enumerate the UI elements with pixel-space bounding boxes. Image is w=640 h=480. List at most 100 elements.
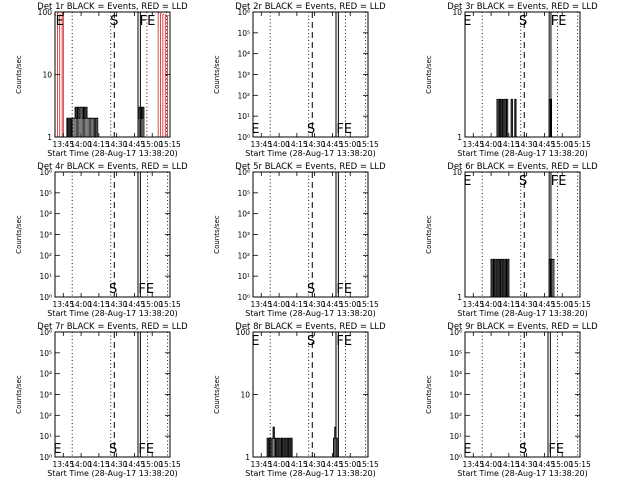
x-axis-label: Start Time (28-Aug-17 13:38:20) (457, 149, 588, 158)
event-marker-s: S (110, 14, 118, 29)
x-tick-label: 15:00 (551, 460, 573, 469)
event-marker-fe: FE (336, 334, 352, 349)
y-tick-label: 10⁵ (237, 189, 250, 198)
x-tick-label: 15:00 (339, 140, 361, 149)
panel-title: Det 3r BLACK = Events, RED = LLD (447, 2, 598, 12)
x-tick-label: 14:45 (124, 460, 146, 469)
y-tick-label: 10⁶ (39, 328, 52, 337)
y-tick-label: 10² (237, 91, 250, 100)
x-tick-label: 14:45 (534, 300, 556, 309)
event-marker-s: S (519, 442, 527, 457)
event-marker-fe: FE (336, 282, 352, 297)
x-tick-label: 15:00 (551, 300, 573, 309)
x-tick-label: 15:15 (159, 460, 181, 469)
detector-panel-1: Det 1r BLACK = Events, RED = LLD Counts/s… (15, 2, 188, 158)
x-tick-label: 14:15 (498, 300, 520, 309)
event-marker-fe: FE (336, 122, 352, 137)
event-marker-e: E (251, 334, 259, 349)
x-tick-label: 14:30 (304, 300, 326, 309)
panel-title: Det 5r BLACK = Events, RED = LLD (235, 162, 386, 172)
y-tick-label: 10⁴ (39, 370, 52, 379)
y-tick-label: 10⁵ (39, 349, 52, 358)
x-tick-label: 14:15 (88, 140, 110, 149)
event-marker-fe: FE (548, 442, 564, 457)
y-tick-label: 10³ (39, 391, 52, 400)
y-axis-label: Counts/sec (15, 55, 23, 94)
x-tick-label: 15:00 (141, 140, 163, 149)
plot-frame (54, 171, 171, 298)
event-marker-e: E (53, 442, 61, 457)
plot-frame (252, 171, 369, 298)
x-tick-label: 14:30 (304, 140, 326, 149)
x-tick-label: 14:15 (286, 300, 308, 309)
x-tick-label: 15:15 (569, 460, 591, 469)
y-tick-label: 10⁶ (237, 8, 250, 17)
event-marker-s: S (307, 282, 315, 297)
y-axis-label: Counts/sec (425, 215, 433, 254)
plot-frame (54, 11, 171, 138)
x-tick-label: 14:00 (268, 140, 290, 149)
x-tick-label: 14:45 (124, 140, 146, 149)
y-tick-label: 10⁶ (449, 328, 462, 337)
y-tick-label: 10⁴ (449, 370, 462, 379)
x-axis-label: Start Time (28-Aug-17 13:38:20) (457, 309, 588, 318)
x-tick-label: 14:00 (70, 140, 92, 149)
event-marker-fe: FE (138, 282, 154, 297)
detector-panel-3: Det 3r BLACK = Events, RED = LLD Counts/s… (425, 2, 598, 158)
x-tick-label: 13:45 (250, 460, 272, 469)
event-marker-e: E (56, 14, 64, 29)
detector-panel-5: Det 5r BLACK = Events, RED = LLD Counts/s… (213, 162, 386, 318)
panel-title: Det 1r BLACK = Events, RED = LLD (37, 2, 188, 12)
y-tick-label: 10² (39, 411, 52, 420)
y-tick-label: 10⁴ (237, 50, 250, 59)
y-tick-label: 100 (236, 328, 251, 337)
x-tick-label: 13:45 (52, 460, 74, 469)
x-tick-label: 15:15 (357, 460, 379, 469)
x-tick-label: 13:45 (462, 460, 484, 469)
plot-frame (464, 11, 581, 138)
panel-title: Det 7r BLACK = Events, RED = LLD (37, 322, 188, 332)
x-tick-label: 14:30 (106, 140, 128, 149)
x-tick-label: 14:30 (516, 300, 538, 309)
x-tick-label: 14:45 (322, 300, 344, 309)
x-tick-label: 14:30 (106, 460, 128, 469)
y-tick-label: 10¹ (237, 112, 250, 121)
events-series (65, 106, 145, 138)
x-tick-label: 13:45 (462, 140, 484, 149)
x-tick-label: 14:00 (268, 460, 290, 469)
y-tick-label: 10⁰ (237, 293, 250, 302)
y-tick-label: 10⁵ (39, 189, 52, 198)
x-tick-label: 13:45 (52, 300, 74, 309)
x-tick-label: 15:00 (339, 300, 361, 309)
x-tick-label: 15:00 (551, 140, 573, 149)
x-tick-label: 14:00 (268, 300, 290, 309)
x-tick-label: 15:15 (159, 140, 181, 149)
x-tick-label: 14:45 (124, 300, 146, 309)
y-tick-label: 10⁰ (39, 293, 52, 302)
x-tick-label: 15:00 (339, 460, 361, 469)
panel-title: Det 8r BLACK = Events, RED = LLD (235, 322, 386, 332)
y-tick-label: 1 (457, 133, 462, 142)
x-tick-label: 14:30 (516, 140, 538, 149)
x-tick-label: 14:15 (286, 140, 308, 149)
y-tick-label: 10¹ (237, 272, 250, 281)
y-tick-label: 10¹ (39, 272, 52, 281)
event-marker-e: E (463, 14, 471, 29)
x-tick-label: 14:45 (534, 140, 556, 149)
y-tick-label: 10⁰ (449, 453, 462, 462)
event-marker-s: S (307, 334, 315, 349)
x-tick-label: 14:00 (480, 460, 502, 469)
x-tick-label: 14:00 (480, 140, 502, 149)
x-axis-label: Start Time (28-Aug-17 13:38:20) (47, 149, 178, 158)
x-axis-label: Start Time (28-Aug-17 13:38:20) (245, 149, 376, 158)
x-tick-label: 14:15 (498, 460, 520, 469)
y-axis-label: Counts/sec (213, 215, 221, 254)
x-tick-label: 15:15 (159, 300, 181, 309)
y-tick-label: 10⁵ (449, 349, 462, 358)
plot-frame (252, 331, 369, 458)
plot-frame (54, 331, 171, 458)
x-tick-label: 14:30 (304, 460, 326, 469)
event-marker-e: E (251, 122, 259, 137)
x-axis-label: Start Time (28-Aug-17 13:38:20) (457, 469, 588, 478)
